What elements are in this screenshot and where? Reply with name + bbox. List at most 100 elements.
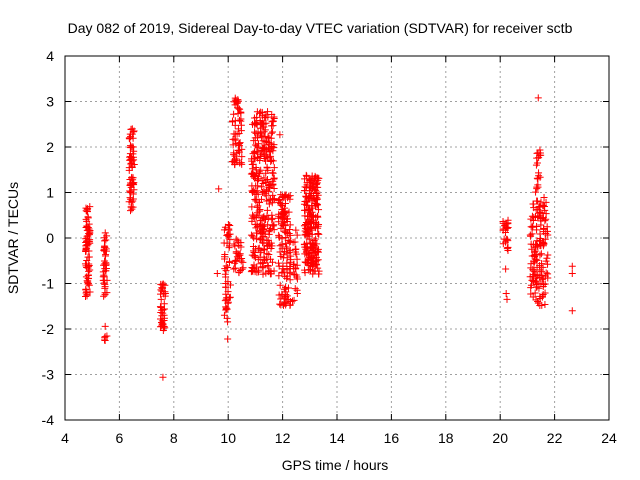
data-point [85,260,93,268]
data-point [262,169,270,177]
data-point [302,192,310,200]
data-point [159,309,167,317]
data-point [531,289,539,297]
data-point [501,229,509,237]
data-point [101,229,109,237]
data-point [126,143,134,151]
data-point [224,335,232,343]
data-point [254,176,262,184]
data-point [290,265,298,273]
data-point [308,249,316,257]
data-point [308,230,316,238]
data-point [238,265,246,273]
data-point [235,129,243,137]
data-point [239,264,247,272]
data-point [129,203,137,211]
data-point [231,259,239,267]
data-point [306,210,314,218]
data-point [282,226,290,234]
data-point [251,134,259,142]
data-point [270,175,278,183]
y-tick-label: 2 [46,139,54,155]
data-point [254,154,262,162]
data-point [284,284,292,292]
data-point [313,247,321,255]
data-point [251,172,259,180]
data-point [267,268,275,276]
data-point [257,221,265,229]
data-point [258,183,266,191]
data-point [270,221,278,229]
data-point [260,253,268,261]
data-point [101,284,109,292]
data-point [281,285,289,293]
data-point [500,235,508,243]
chart-title: Day 082 of 2019, Sidereal Day-to-day VTE… [68,20,573,36]
data-point [257,129,265,137]
data-point [543,254,551,262]
data-point [129,174,137,182]
data-point [252,182,260,190]
data-point [306,189,314,197]
data-point [224,278,232,286]
data-point [536,266,544,274]
data-point [235,142,243,150]
data-point [537,198,545,206]
data-point [252,224,260,232]
data-point [539,274,547,282]
data-point [257,228,265,236]
data-point [224,298,232,306]
data-point [126,181,134,189]
data-point [503,295,511,303]
data-point [223,231,231,239]
data-point [540,193,548,201]
data-point [99,273,107,281]
data-point [86,226,94,234]
data-point [251,196,259,204]
data-point [302,171,310,179]
data-point [157,280,165,288]
data-point [301,198,309,206]
data-point [268,216,276,224]
data-point [158,287,166,295]
data-point [309,270,317,278]
data-point [311,223,319,231]
data-point [262,146,270,154]
x-tick-label: 4 [61,430,69,446]
data-point [264,262,272,270]
data-point [238,153,246,161]
data-point [161,289,169,297]
data-point [265,228,273,236]
data-point [160,314,168,322]
data-point [310,219,318,227]
data-point [250,171,258,179]
data-point [276,281,284,289]
data-point [277,224,285,232]
data-point [263,154,271,162]
data-point [540,203,548,211]
data-point [266,227,274,235]
data-point [81,292,89,300]
y-tick-label: 0 [46,230,54,246]
data-point [280,251,288,259]
data-point [282,243,290,251]
data-point [156,303,164,311]
data-point [529,200,537,208]
data-point [261,150,269,158]
data-point [537,151,545,159]
data-point [268,169,276,177]
data-point [266,267,274,275]
data-point [251,119,259,127]
data-point [100,243,108,251]
data-point [260,213,268,221]
data-point [531,213,539,221]
data-point [252,129,260,137]
data-point [281,247,289,255]
x-tick-label: 14 [329,430,345,446]
data-point [254,140,262,148]
data-point [536,173,544,181]
data-point [309,182,317,190]
data-point [256,205,264,213]
data-point [268,258,276,266]
data-point [223,305,231,313]
